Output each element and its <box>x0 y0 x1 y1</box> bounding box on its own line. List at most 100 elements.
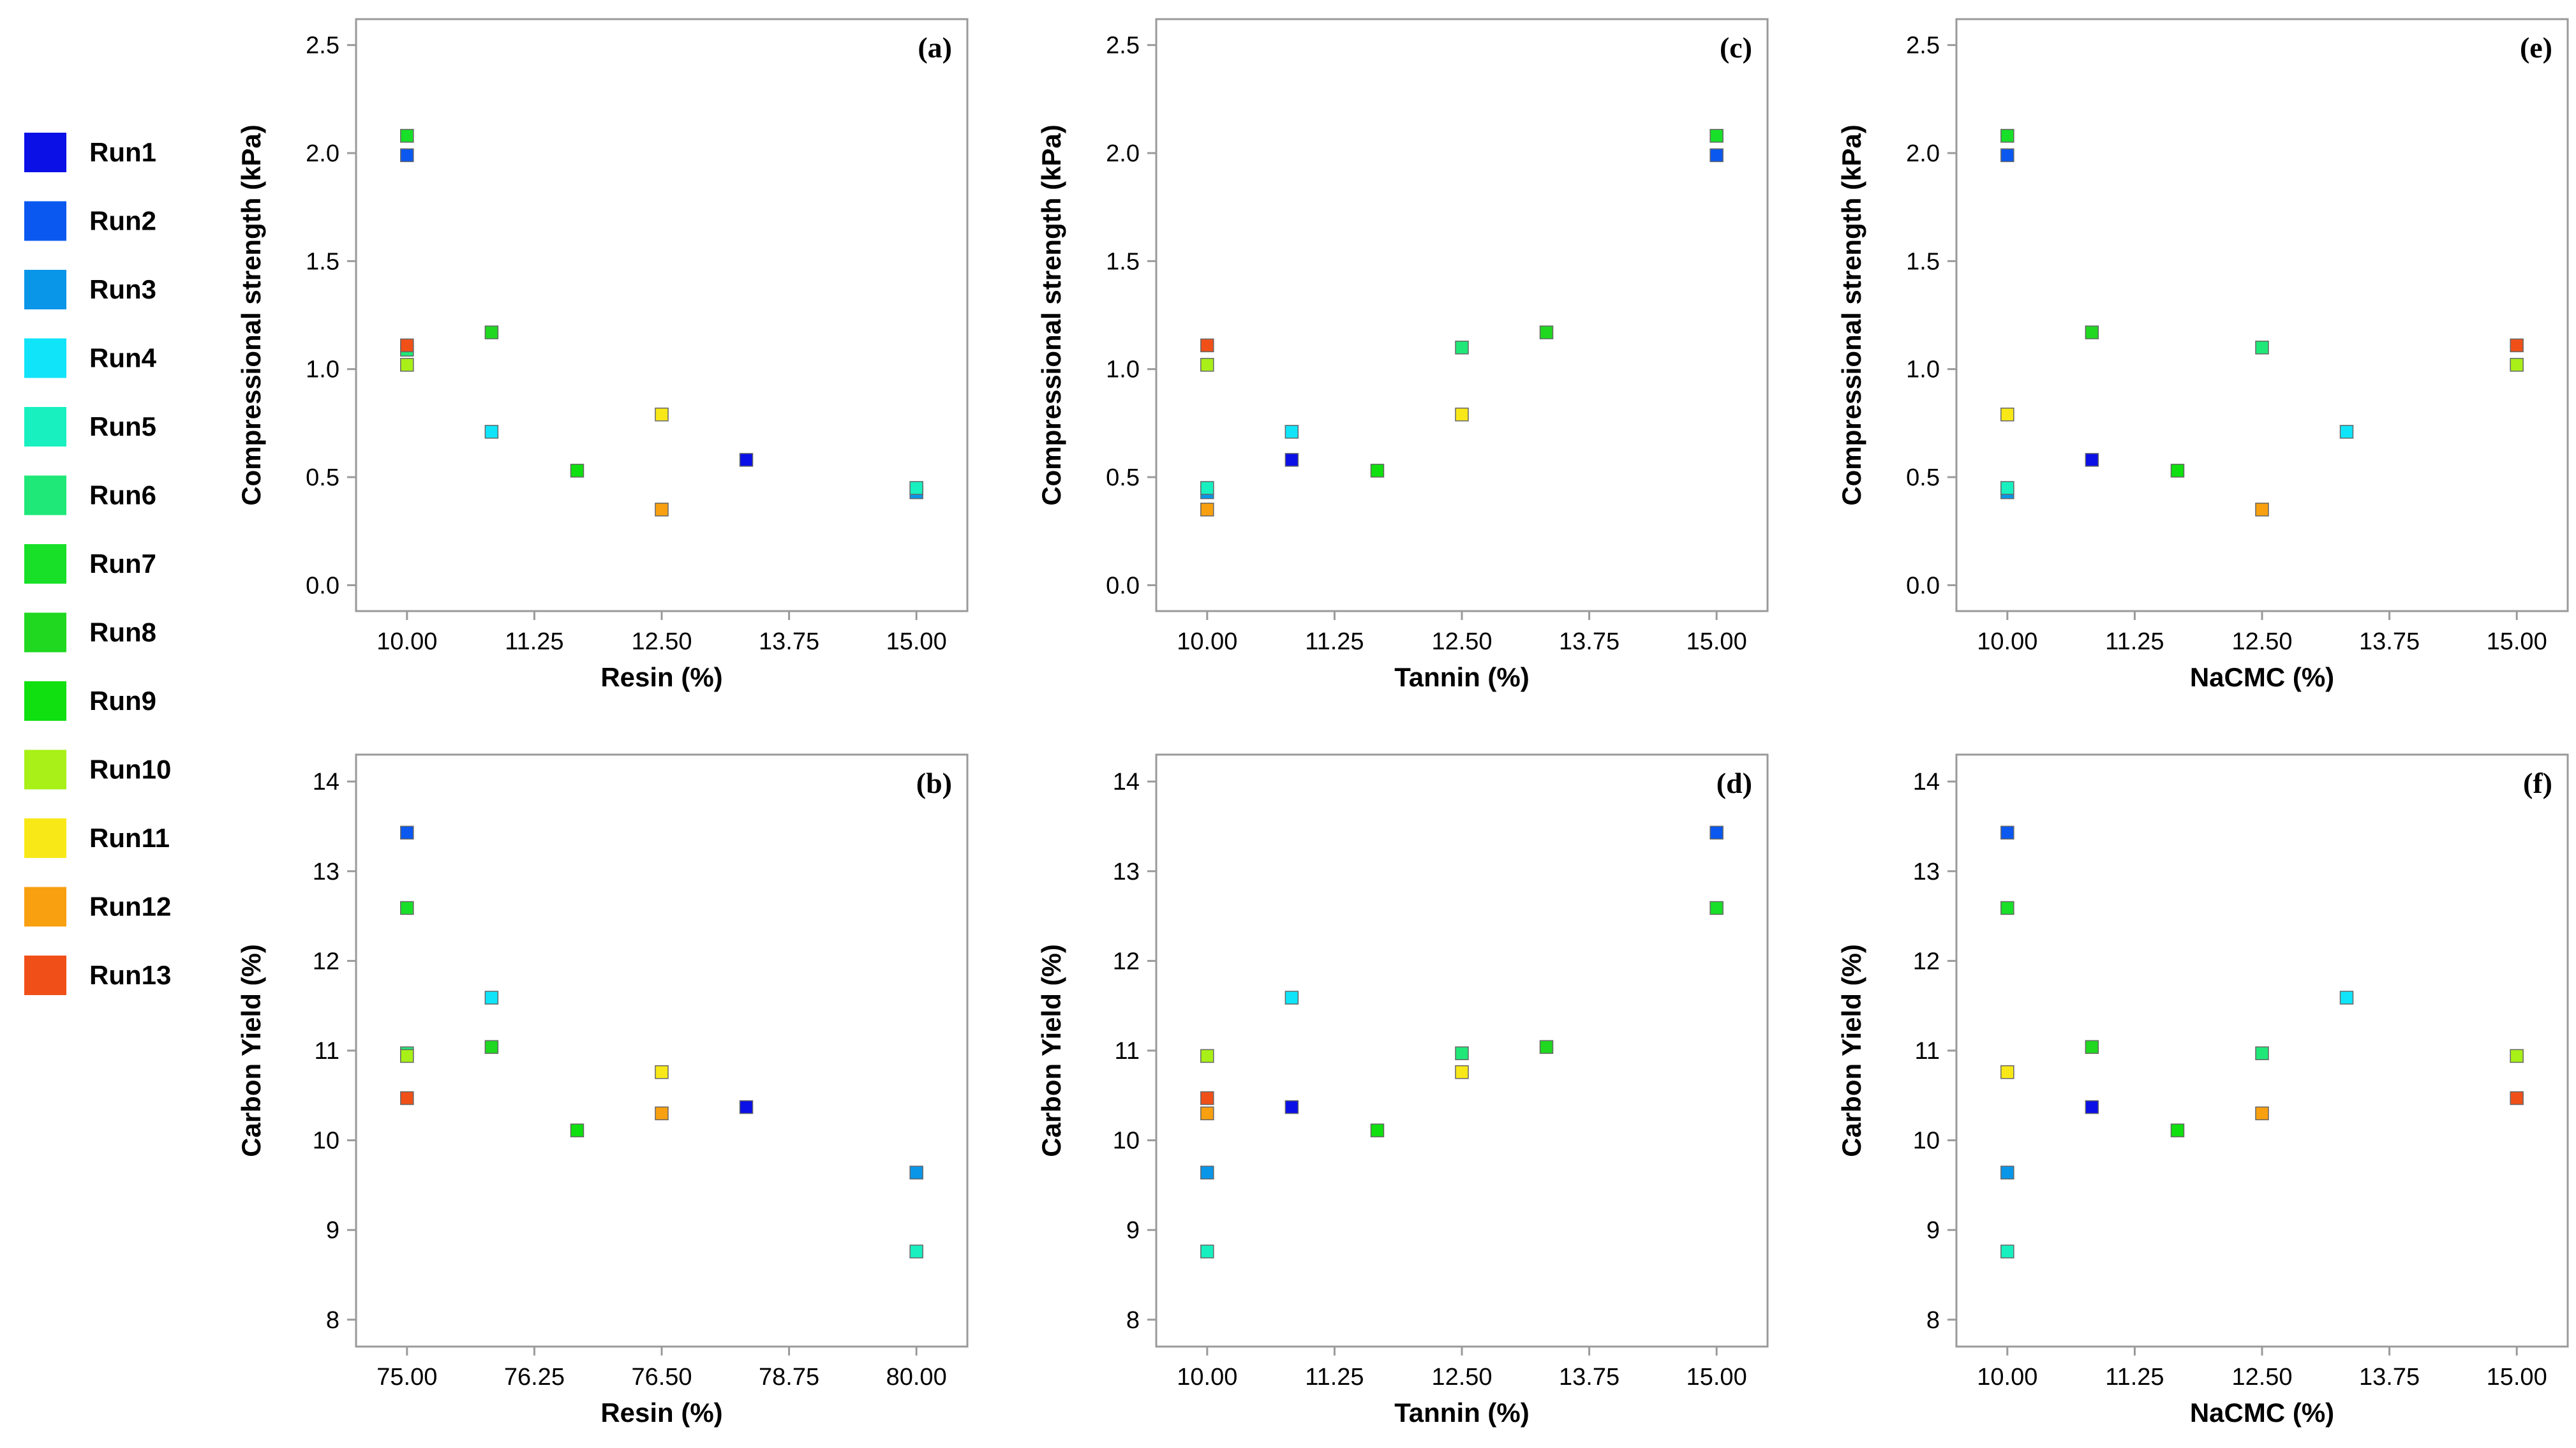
point-run8 <box>1539 1040 1554 1054</box>
y-tick-label: 9 <box>1126 1217 1140 1244</box>
point-run11 <box>1455 1065 1469 1079</box>
legend-label-run1: Run1 <box>89 137 156 167</box>
legend-swatch-run4 <box>24 338 66 378</box>
y-tick-label: 1.0 <box>1906 357 1940 383</box>
panel-letter: (b) <box>916 767 952 799</box>
x-tick-label: 10.00 <box>1977 628 2037 655</box>
y-tick-label: 0.5 <box>1106 464 1140 491</box>
x-tick-label: 10.00 <box>376 628 437 655</box>
panel-d: 10.00 11.25 12.50 13.75 15.00 8 9 10 11 12 13 14 Tan… <box>1036 753 1769 1428</box>
plot-frame <box>1155 18 1769 612</box>
x-tick-label: 15.00 <box>886 628 947 655</box>
point-run8 <box>1539 325 1554 339</box>
point-run5 <box>1200 481 1214 495</box>
point-run13 <box>1200 1091 1214 1105</box>
y-tick-label: 8 <box>1126 1307 1140 1334</box>
point-run5 <box>1200 1245 1214 1259</box>
y-tick-label: 1.5 <box>1106 248 1140 275</box>
x-tick-label: 11.25 <box>1305 628 1364 655</box>
x-tick-label: 78.75 <box>759 1364 819 1391</box>
point-run4 <box>1284 425 1299 439</box>
y-tick-label: 0.5 <box>1906 464 1940 491</box>
y-tick-label: 2.0 <box>1106 140 1140 167</box>
y-tick-label: 11 <box>1915 1038 1940 1065</box>
x-tick-label: 12.50 <box>1431 1364 1492 1391</box>
legend-label-run5: Run5 <box>89 411 156 441</box>
x-tick-label: 11.25 <box>505 628 563 655</box>
y-tick-label: 13 <box>1913 859 1940 885</box>
x-tick-label: 80.00 <box>886 1364 947 1391</box>
x-tick-label: 11.25 <box>2105 1364 2164 1391</box>
point-run13 <box>2510 338 2524 353</box>
y-tick-label: 10 <box>313 1128 339 1155</box>
x-tick-label: 13.75 <box>1559 628 1619 655</box>
point-run6 <box>2255 341 2269 355</box>
point-run6 <box>1455 341 1469 355</box>
x-tick-label: 12.50 <box>631 628 692 655</box>
panels: 10.00 11.25 12.50 13.75 15.00 0.0 0.5 1.0 1.5 2.0… <box>236 18 2569 1428</box>
y-tick-label: 13 <box>1113 859 1140 885</box>
point-run7 <box>400 129 414 143</box>
legend-label-run9: Run9 <box>89 686 156 716</box>
plot-frame <box>1955 18 2569 612</box>
point-run10 <box>1200 1049 1214 1063</box>
panel-b: 75.00 76.25 76.50 78.75 80.00 8 9 10 11 12 13 14 Res… <box>236 753 969 1428</box>
point-run2 <box>1709 148 1724 163</box>
point-run7 <box>2000 901 2014 915</box>
legend-label-run10: Run10 <box>89 755 171 785</box>
point-run4 <box>2339 425 2354 439</box>
point-run8 <box>484 1040 499 1054</box>
x-axis-label: NaCMC (%) <box>2190 662 2334 692</box>
legend-swatch-run10 <box>24 750 66 790</box>
x-tick-label: 10.00 <box>1177 628 1237 655</box>
point-run1 <box>739 1100 754 1114</box>
point-run4 <box>1284 991 1299 1005</box>
y-tick-label: 0.0 <box>306 572 339 599</box>
x-tick-label: 13.75 <box>759 628 819 655</box>
x-tick-label: 11.25 <box>1305 1364 1364 1391</box>
y-tick-label: 12 <box>313 948 339 975</box>
y-tick-label: 2.0 <box>306 140 339 167</box>
point-run10 <box>1200 358 1214 372</box>
point-run8 <box>484 325 499 339</box>
point-run7 <box>1709 129 1724 143</box>
point-run5 <box>909 481 923 495</box>
x-tick-label: 15.00 <box>2487 1364 2547 1391</box>
point-run13 <box>2510 1091 2524 1105</box>
panel-letter: (f) <box>2523 767 2552 799</box>
x-tick-label: 15.00 <box>1686 628 1747 655</box>
point-run5 <box>2000 1245 2014 1259</box>
x-tick-label: 10.00 <box>1977 1364 2037 1391</box>
point-run6 <box>2255 1046 2269 1060</box>
legend-swatch-run9 <box>24 681 66 721</box>
x-tick-label: 13.75 <box>2359 628 2420 655</box>
legend-label-run4: Run4 <box>89 343 157 373</box>
legend-label-run8: Run8 <box>89 617 156 647</box>
y-tick-label: 9 <box>1926 1217 1940 1244</box>
x-tick-label: 10.00 <box>1177 1364 1237 1391</box>
point-run9 <box>2170 1123 2185 1137</box>
point-run13 <box>400 338 414 353</box>
point-run12 <box>2255 503 2269 517</box>
point-run3 <box>909 1165 923 1179</box>
panel-letter: (e) <box>2520 31 2552 64</box>
point-run7 <box>2000 129 2014 143</box>
x-tick-label: 12.50 <box>2231 1364 2292 1391</box>
y-tick-label: 2.5 <box>306 33 339 59</box>
y-tick-label: 2.0 <box>1906 140 1940 167</box>
point-run11 <box>2000 408 2014 422</box>
y-tick-label: 11 <box>315 1038 339 1065</box>
legend: Run1 Run2 Run3 Run4 Run5 Run6 Run7 Run8 Run9 Run1… <box>24 133 171 995</box>
y-tick-label: 0.5 <box>306 464 339 491</box>
point-run10 <box>2510 1049 2524 1063</box>
point-run11 <box>2000 1065 2014 1079</box>
panel-c: 10.00 11.25 12.50 13.75 15.00 0.0 0.5 1.0 1.5 2.0… <box>1036 18 1769 692</box>
point-run2 <box>1709 825 1724 840</box>
panel-letter: (d) <box>1716 767 1752 799</box>
legend-swatch-run12 <box>24 887 66 927</box>
point-run11 <box>655 408 669 422</box>
point-run11 <box>1455 408 1469 422</box>
y-axis-label: Compressional strength (kPa) <box>1836 124 1866 505</box>
point-run10 <box>2510 358 2524 372</box>
point-run2 <box>2000 148 2014 163</box>
